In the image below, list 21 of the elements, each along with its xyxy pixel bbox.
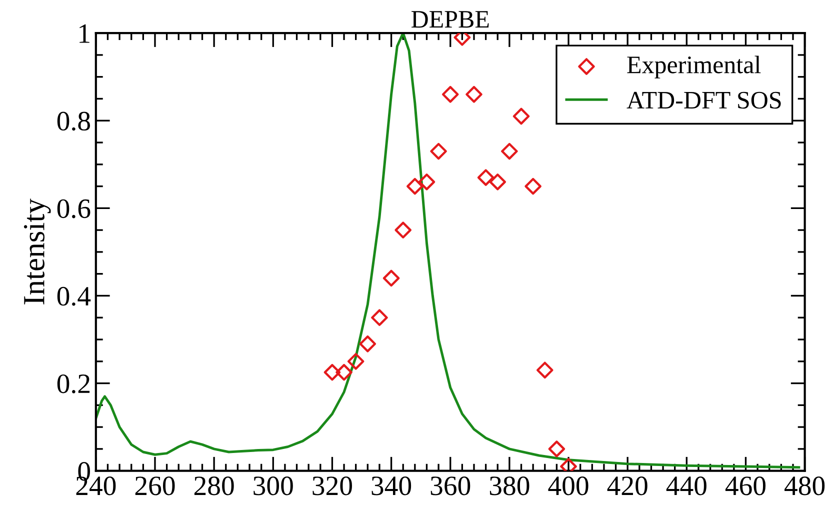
y-tick-label: 0.4 — [57, 286, 91, 306]
x-tick-label: 460 — [725, 476, 766, 496]
x-tick-label: 400 — [548, 476, 588, 496]
x-tick-label: 480 — [784, 476, 825, 496]
x-tick-label: 440 — [666, 476, 706, 496]
chart-title: DEPBE — [411, 11, 489, 28]
y-tick-label: 0.8 — [57, 112, 90, 131]
x-tick-label: 300 — [254, 476, 293, 496]
x-tick-label: 340 — [372, 476, 412, 496]
legend-label: ATD-DFT SOS — [626, 92, 781, 109]
x-tick-label: 380 — [490, 476, 530, 496]
legend-label: Experimental — [627, 56, 761, 78]
y-axis-title: Intensity — [24, 198, 51, 304]
y-tick-label: 1 — [80, 24, 90, 43]
x-tick-label: 360 — [430, 476, 470, 496]
x-tick-label: 320 — [312, 476, 352, 496]
y-tick-label: 0.2 — [57, 374, 90, 394]
y-tick-label: 0.6 — [57, 199, 90, 218]
x-tick-label: 420 — [607, 476, 648, 496]
x-tick-label: 280 — [194, 476, 234, 496]
x-tick-label: 260 — [135, 476, 175, 496]
